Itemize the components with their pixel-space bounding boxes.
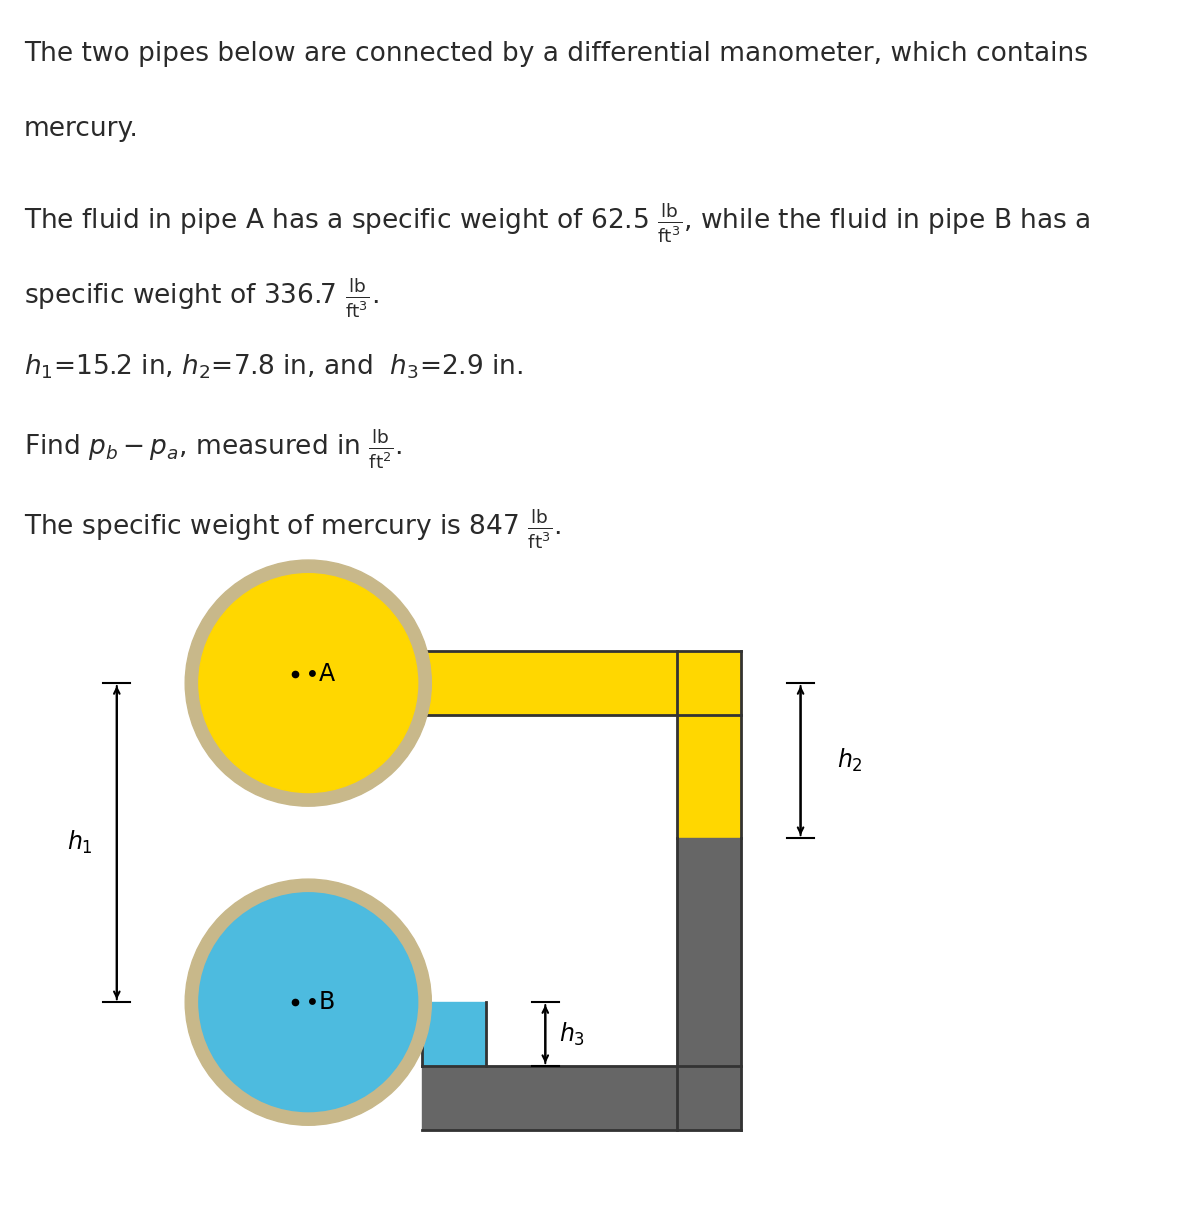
Text: The specific weight of mercury is 847 $\frac{\mathrm{lb}}{\mathrm{ft}^3}$.: The specific weight of mercury is 847 $\… bbox=[24, 508, 562, 552]
Bar bbox=[396, 651, 742, 716]
Bar bbox=[678, 683, 742, 838]
Text: $\bullet$B: $\bullet$B bbox=[304, 990, 335, 1015]
Text: Find $p_b - p_a$, measured in $\frac{\mathrm{lb}}{\mathrm{ft}^2}$.: Find $p_b - p_a$, measured in $\frac{\ma… bbox=[24, 427, 402, 471]
Text: specific weight of 336.7 $\frac{\mathrm{lb}}{\mathrm{ft}^3}$.: specific weight of 336.7 $\frac{\mathrm{… bbox=[24, 277, 379, 320]
Text: The fluid in pipe A has a specific weight of 62.5 $\frac{\mathrm{lb}}{\mathrm{ft: The fluid in pipe A has a specific weigh… bbox=[24, 201, 1091, 245]
Text: The two pipes below are connected by a differential manometer, which contains: The two pipes below are connected by a d… bbox=[24, 40, 1088, 66]
Text: mercury.: mercury. bbox=[24, 116, 139, 142]
Text: $h_2$: $h_2$ bbox=[838, 747, 863, 774]
Text: $h_3$: $h_3$ bbox=[559, 1021, 586, 1048]
Circle shape bbox=[185, 560, 431, 806]
Circle shape bbox=[199, 893, 418, 1111]
Bar bbox=[422, 1066, 742, 1129]
Bar bbox=[422, 1002, 486, 1066]
Bar bbox=[678, 838, 742, 1129]
Circle shape bbox=[199, 574, 418, 792]
Circle shape bbox=[185, 879, 431, 1126]
Text: $h_1$=15.2 in, $h_2$=7.8 in, and  $h_3$=2.9 in.: $h_1$=15.2 in, $h_2$=7.8 in, and $h_3$=2… bbox=[24, 352, 523, 381]
Text: $h_1$: $h_1$ bbox=[67, 829, 94, 856]
Text: $\bullet$A: $\bullet$A bbox=[304, 662, 336, 686]
